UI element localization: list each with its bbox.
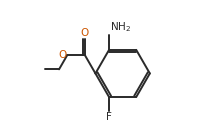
Text: O: O <box>58 50 67 60</box>
Text: NH$_2$: NH$_2$ <box>110 20 131 34</box>
Text: O: O <box>81 28 89 38</box>
Text: F: F <box>106 112 112 122</box>
